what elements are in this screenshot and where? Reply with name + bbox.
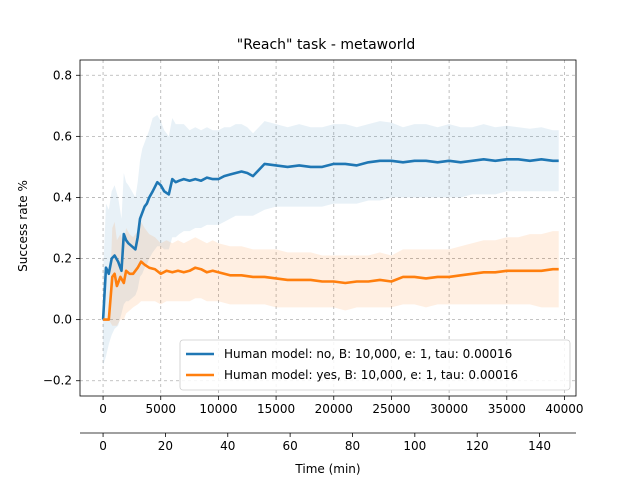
y-tick-label: 0.6 xyxy=(53,129,72,143)
secondary-x-tick-label: 20 xyxy=(158,439,173,453)
x-tick-label: 30000 xyxy=(430,402,468,416)
series-2-confidence-band xyxy=(103,221,559,326)
x-tick-label: 35000 xyxy=(488,402,526,416)
plot-frame xyxy=(79,59,577,397)
secondary-x-tick-label: 60 xyxy=(282,439,297,453)
y-tick-label: 0.2 xyxy=(53,252,72,266)
legend-label-series-1: Human model: no, B: 10,000, e: 1, tau: 0… xyxy=(224,347,512,361)
y-tick-label: 0.8 xyxy=(53,68,72,82)
secondary-x-tick-label: 140 xyxy=(528,439,551,453)
secondary-x-tick-label: 40 xyxy=(220,439,235,453)
series-1-line xyxy=(101,158,559,320)
secondary-x-tick-label: 120 xyxy=(466,439,489,453)
secondary-x-tick-label: 0 xyxy=(99,439,107,453)
x-tick-label: 10000 xyxy=(199,402,237,416)
legend-label-series-2: Human model: yes, B: 10,000, e: 1, tau: … xyxy=(224,368,518,382)
y-tick-label: 0.0 xyxy=(53,313,72,327)
x-tick-label: 5000 xyxy=(145,402,176,416)
x-tick-label: 0 xyxy=(99,402,107,416)
chart-title: "Reach" task - metaworld xyxy=(237,37,415,53)
x-tick-label: 15000 xyxy=(257,402,295,416)
y-tick-label: −0.2 xyxy=(43,374,72,388)
x-tick-label: 20000 xyxy=(315,402,353,416)
legend-box xyxy=(179,339,571,391)
series-1-confidence-band xyxy=(103,115,559,366)
y-axis-label: Success rate % xyxy=(16,180,30,272)
x-tick-label: 40000 xyxy=(545,402,583,416)
x-tick-label: 25000 xyxy=(372,402,410,416)
secondary-x-tick-label: 100 xyxy=(403,439,426,453)
secondary-x-axis-label: Time (min) xyxy=(294,462,360,476)
secondary-x-tick-label: 80 xyxy=(345,439,360,453)
plot-layer: 0 5000 10000 15000 20000 25000 30000 35000 40000… xyxy=(43,59,584,453)
series-2-line xyxy=(103,260,559,321)
y-tick-label: 0.4 xyxy=(53,190,72,204)
